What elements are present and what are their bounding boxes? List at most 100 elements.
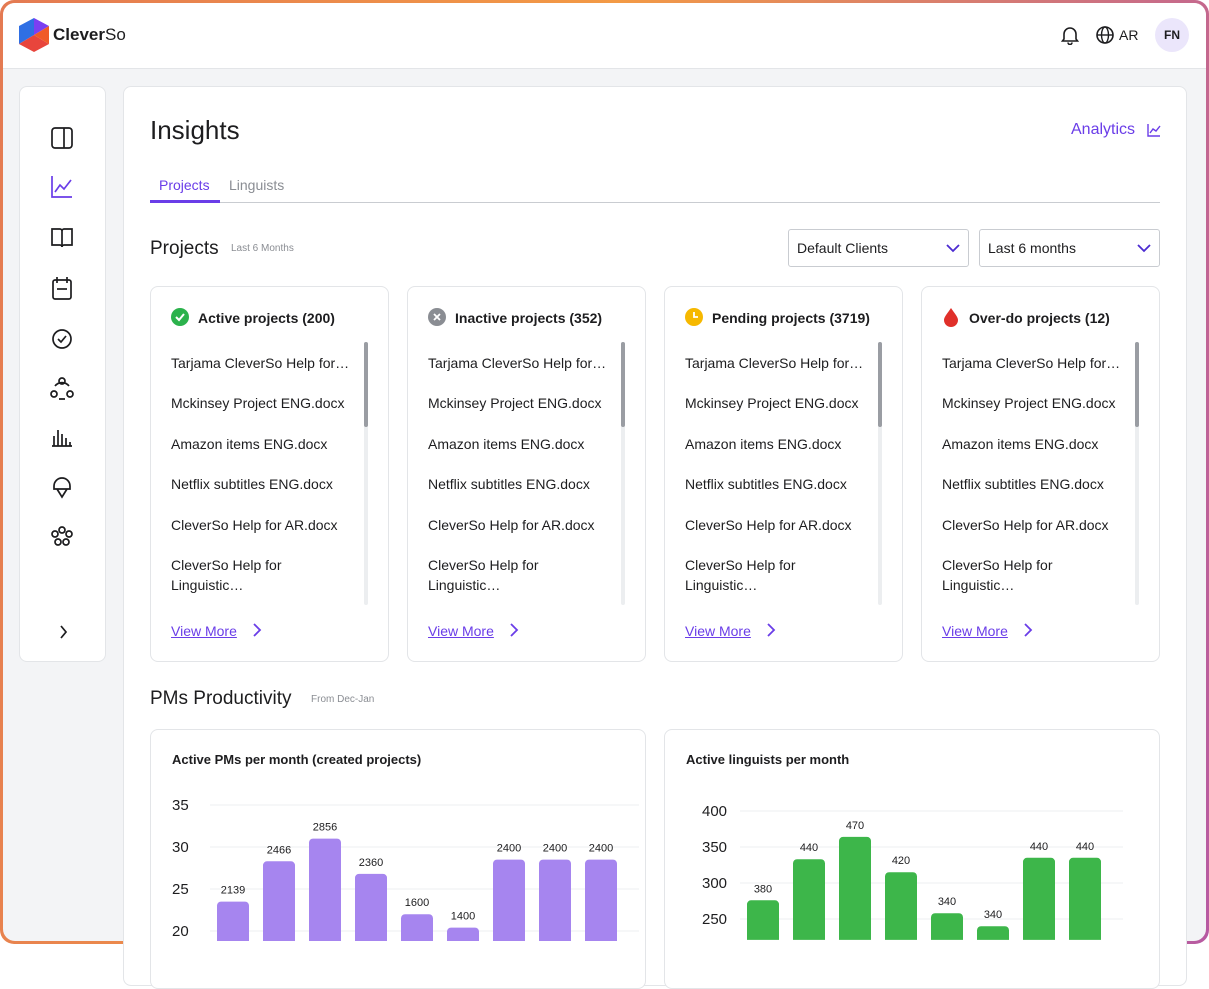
- view-more[interactable]: View More: [685, 623, 751, 639]
- period-filter[interactable]: Last 6 months: [979, 229, 1160, 267]
- y-tick-label: 30: [172, 839, 189, 856]
- client-filter[interactable]: Default Clients: [788, 229, 969, 267]
- scroll-track: [364, 342, 368, 605]
- bar: [747, 900, 779, 940]
- section-subtitle: Last 6 Months: [231, 243, 294, 254]
- project-item[interactable]: Netflix subtitles ENG.docx: [171, 476, 333, 493]
- bar-label: 2856: [313, 822, 337, 834]
- project-item[interactable]: CleverSo Help for Linguistic…: [942, 557, 1053, 593]
- project-item[interactable]: Amazon items ENG.docx: [428, 435, 585, 452]
- project-item[interactable]: Amazon items ENG.docx: [942, 435, 1099, 452]
- charts: 20 25 30 35 2139 2466 2856 2360 1600 1400 2400 2400…: [172, 797, 1123, 941]
- y-tick-label: 350: [702, 839, 727, 856]
- bell-icon[interactable]: [1060, 25, 1080, 45]
- bar-label: 1400: [451, 911, 475, 923]
- status-icon: [944, 308, 958, 327]
- scroll-thumb: [621, 342, 625, 427]
- project-item[interactable]: Mckinsey Project ENG.docx: [685, 395, 859, 412]
- project-item[interactable]: Amazon items ENG.docx: [171, 435, 328, 452]
- view-more[interactable]: View More: [428, 623, 494, 639]
- bar-label: 440: [1076, 841, 1094, 853]
- chevron[interactable]: [507, 622, 521, 638]
- globe-icon[interactable]: [1095, 25, 1115, 45]
- avatar[interactable]: FN: [1155, 18, 1189, 52]
- analytics-icon[interactable]: [1146, 122, 1162, 138]
- card-title: Pending projects (3719): [712, 310, 870, 326]
- card-title: Over-do projects (12): [969, 310, 1110, 326]
- project-item[interactable]: Tarjama CleverSo Help for…: [171, 355, 350, 371]
- project-item[interactable]: CleverSo Help for AR.docx: [942, 516, 1109, 533]
- bar-label: 2360: [359, 857, 383, 869]
- project-item[interactable]: CleverSo Help for Linguistic…: [685, 557, 796, 593]
- view-more[interactable]: View More: [171, 623, 237, 639]
- bar: [1023, 857, 1055, 940]
- project-item[interactable]: CleverSo Help for AR.docx: [685, 516, 852, 533]
- bar: [355, 873, 387, 941]
- chart-title: Active PMs per month (created projects): [172, 752, 422, 767]
- project-item[interactable]: CleverSo Help for AR.docx: [171, 516, 338, 533]
- project-card: [150, 286, 389, 662]
- project-item[interactable]: Tarjama CleverSo Help for…: [685, 355, 864, 371]
- bar-label: 2400: [589, 843, 613, 855]
- project-item[interactable]: Tarjama CleverSo Help for…: [942, 355, 1121, 371]
- project-card: [664, 286, 903, 662]
- project-card: [407, 286, 646, 662]
- scroll-thumb: [878, 342, 882, 427]
- card-title: Inactive projects (352): [455, 310, 603, 326]
- bar-label: 440: [800, 842, 818, 854]
- page-title: Insights: [150, 115, 240, 145]
- y-tick-label: 250: [702, 911, 727, 928]
- y-tick-label: 35: [172, 797, 189, 814]
- dropdown-arrow: [946, 244, 960, 253]
- section-subtitle: From Dec-Jan: [311, 694, 375, 705]
- status-icon: [171, 308, 189, 326]
- project-item[interactable]: Netflix subtitles ENG.docx: [942, 476, 1104, 493]
- language[interactable]: AR: [1119, 27, 1139, 43]
- status-icon: [685, 308, 703, 326]
- project-item[interactable]: Netflix subtitles ENG.docx: [428, 476, 590, 493]
- section-title: Projects: [150, 238, 219, 259]
- bar-label: 440: [1030, 841, 1048, 853]
- chevron[interactable]: [250, 622, 264, 638]
- project-item[interactable]: CleverSo Help for Linguistic…: [171, 557, 282, 593]
- tab[interactable]: Linguists: [229, 177, 285, 193]
- view-more[interactable]: View More: [942, 623, 1008, 639]
- project-item[interactable]: CleverSo Help for AR.docx: [428, 516, 595, 533]
- project-item[interactable]: Tarjama CleverSo Help for…: [428, 355, 607, 371]
- bar-label: 380: [754, 883, 772, 895]
- bar: [1069, 857, 1101, 940]
- project-card: [921, 286, 1160, 662]
- sidebar-icons: [50, 127, 74, 639]
- dropdown-arrow: [1137, 244, 1151, 253]
- bar: [309, 838, 341, 941]
- project-item[interactable]: Netflix subtitles ENG.docx: [685, 476, 847, 493]
- bar: [401, 914, 433, 941]
- project-item[interactable]: Amazon items ENG.docx: [685, 435, 842, 452]
- top-bar: [3, 3, 1206, 69]
- bar-label: 2400: [543, 843, 567, 855]
- y-tick-label: 20: [172, 923, 189, 940]
- bar-label: 470: [846, 820, 864, 832]
- bar: [539, 859, 571, 941]
- bar: [217, 901, 249, 941]
- tab-active[interactable]: Projects: [159, 177, 210, 193]
- scroll-thumb: [364, 342, 368, 427]
- chevron[interactable]: [1021, 622, 1035, 638]
- project-item[interactable]: CleverSo Help for Linguistic…: [428, 557, 539, 593]
- bar: [885, 872, 917, 940]
- project-item[interactable]: Mckinsey Project ENG.docx: [428, 395, 602, 412]
- scroll-track: [1135, 342, 1139, 605]
- bar: [585, 859, 617, 941]
- bar-label: 2400: [497, 843, 521, 855]
- bar: [839, 836, 871, 940]
- bar: [931, 913, 963, 940]
- project-item[interactable]: Mckinsey Project ENG.docx: [171, 395, 345, 412]
- project-item[interactable]: Mckinsey Project ENG.docx: [942, 395, 1116, 412]
- bar: [793, 859, 825, 940]
- y-tick-label: 300: [702, 875, 727, 892]
- scroll-thumb: [1135, 342, 1139, 427]
- bar-label: 1600: [405, 897, 429, 909]
- chevron[interactable]: [764, 622, 778, 638]
- analytics-link[interactable]: Analytics: [1071, 121, 1136, 138]
- logo-text: CleverSo: [53, 25, 126, 44]
